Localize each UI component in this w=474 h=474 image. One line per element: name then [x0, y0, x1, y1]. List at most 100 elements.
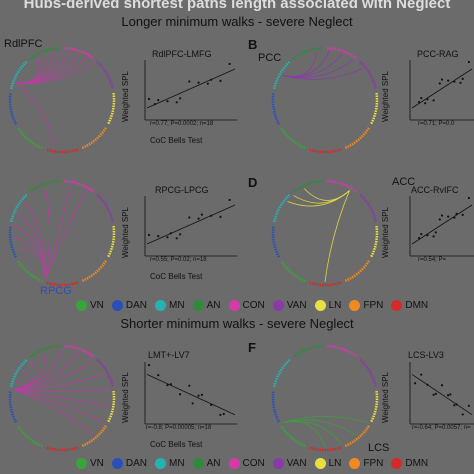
scatter-c [144, 196, 237, 257]
ring-segment [292, 179, 324, 193]
legend-label: DAN [125, 300, 148, 311]
data-point [467, 60, 470, 64]
legend-swatch-fpn [349, 300, 361, 311]
legend-label: AN [206, 300, 221, 311]
legend-swatch-an [192, 458, 204, 469]
region-label-pcc: PCC [258, 52, 282, 64]
data-point [200, 213, 204, 216]
data-point [434, 231, 437, 234]
legend-item-mn: MN [155, 300, 185, 311]
scatter-e [144, 362, 237, 425]
data-point [210, 78, 213, 81]
data-point [166, 100, 169, 103]
legend-swatch-dan [111, 300, 123, 311]
ylabel-d: Weighted SPL [381, 207, 390, 258]
data-point [188, 80, 191, 83]
legend-swatch-an [192, 300, 204, 311]
data-point [157, 235, 160, 238]
chord [282, 419, 357, 436]
regression-line [146, 68, 236, 109]
section-title-shorter: Shorter minimum walks - severe Neglect [120, 316, 354, 331]
ylabel-b: Weighted SPL [381, 71, 390, 122]
legend-swatch-vn [76, 300, 87, 311]
data-point [197, 217, 200, 220]
legend-swatch-ln [314, 458, 326, 469]
legend-swatch-con [228, 458, 240, 469]
chord [44, 184, 71, 280]
connectogram-d [271, 179, 379, 287]
connectogram-a [8, 46, 116, 154]
legend-label: MN [169, 300, 185, 311]
legend-swatch-ln [314, 300, 326, 311]
legend-label: FPN [363, 458, 384, 469]
data-point [169, 383, 172, 386]
region-label-rdlpfc: RdlPFC [4, 38, 43, 50]
data-point [166, 236, 169, 239]
legend-label: LN [328, 458, 342, 469]
data-point [467, 196, 470, 200]
legend-label: DMN [405, 458, 429, 469]
ring-segment [308, 446, 342, 452]
panel-letter-b: B [248, 37, 258, 52]
stat-c: r=0.55; P=0.02; n=18 [150, 257, 207, 263]
connectogram-c [8, 179, 116, 287]
chord [24, 201, 47, 280]
ring-segment [369, 225, 379, 258]
chord [15, 82, 54, 149]
legend-item-mn: MN [155, 458, 185, 469]
legend-item-con: CON [228, 300, 265, 311]
data-point [188, 384, 191, 387]
ring-segment [96, 193, 115, 223]
data-point [166, 384, 169, 387]
data-point [178, 233, 182, 236]
data-point [426, 98, 429, 101]
ring-segment [96, 60, 115, 90]
data-point [178, 393, 182, 396]
ring-segment [271, 92, 281, 125]
legend-swatch-con [228, 300, 240, 311]
legend-item-dmn: DMN [391, 458, 428, 469]
chord [44, 190, 87, 280]
connectogram-f [271, 344, 379, 452]
data-point [219, 79, 222, 82]
data-point [175, 101, 178, 104]
data-point [175, 237, 178, 240]
ring-segment [344, 260, 371, 283]
connectogram-e [8, 344, 116, 452]
chord [324, 190, 350, 283]
data-point [210, 214, 213, 217]
legend-label: VN [90, 300, 104, 311]
data-point [440, 384, 444, 387]
ring-segment [369, 390, 379, 423]
data-point [157, 374, 160, 377]
data-point [432, 99, 435, 102]
regression-line [146, 204, 236, 245]
data-point [197, 81, 200, 84]
data-point [420, 97, 423, 100]
ylabel-a: Weighted SPL [121, 71, 130, 122]
data-point [197, 394, 200, 397]
data-point [417, 100, 421, 104]
legend-label: CON [242, 458, 265, 469]
legend-item-ln: LN [314, 458, 342, 469]
data-point [420, 233, 423, 236]
region-label-lcs: LCS [368, 442, 390, 454]
data-point [188, 216, 191, 219]
data-point [222, 412, 225, 416]
ring-segment [8, 390, 18, 423]
legend-item-ln: LN [314, 300, 341, 311]
legend-item-fpn: FPN [349, 300, 383, 311]
data-point [453, 216, 456, 219]
ring-segment [63, 179, 95, 193]
scatter-a [144, 60, 237, 121]
legend-item-van: VAN [272, 300, 307, 311]
stat-d: r=0.54; P= [418, 257, 447, 263]
legend-swatch-vn [76, 458, 87, 469]
ring-segment [45, 148, 79, 154]
ring-segment [344, 425, 371, 448]
ring-segment [81, 127, 108, 150]
data-point [455, 212, 458, 215]
ring-segment [292, 46, 324, 60]
plot-title-d: ACC-RvIFC [411, 185, 459, 195]
ring-segment [271, 390, 281, 423]
